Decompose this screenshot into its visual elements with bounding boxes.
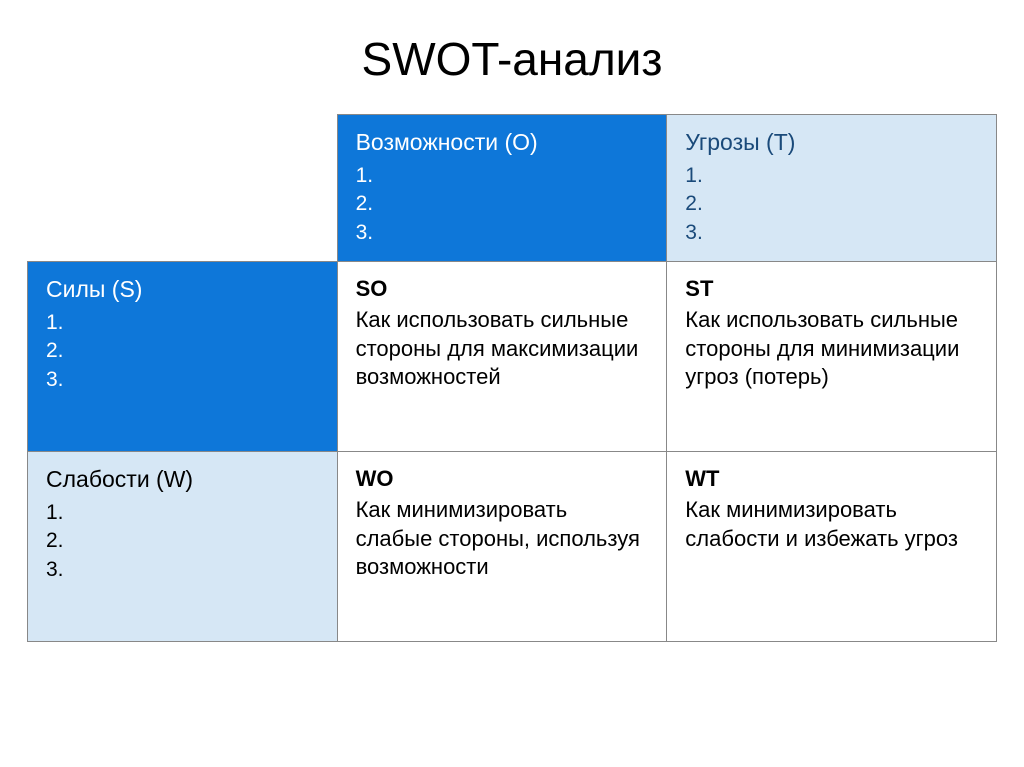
cell-st: ST Как использовать сильные стороны для … (667, 262, 997, 452)
header-threats: Угрозы (T) 1.2.3. (667, 115, 997, 262)
opportunities-label: Возможности (O) (356, 129, 649, 156)
wo-desc: Как минимизировать слабые стороны, испол… (356, 496, 649, 582)
cell-wo: WO Как минимизировать слабые стороны, ис… (337, 452, 667, 642)
weaknesses-label: Слабости (W) (46, 466, 319, 493)
opportunities-nums: 1.2.3. (356, 162, 649, 247)
header-opportunities: Возможности (O) 1.2.3. (337, 115, 667, 262)
strengths-nums: 1.2.3. (46, 309, 319, 394)
wt-code: WT (685, 466, 978, 492)
header-strengths: Силы (S) 1.2.3. (28, 262, 338, 452)
wo-code: WO (356, 466, 649, 492)
cell-so: SO Как использовать сильные стороны для … (337, 262, 667, 452)
so-desc: Как использовать сильные стороны для мак… (356, 306, 649, 392)
empty-corner-cell (28, 115, 338, 262)
header-weaknesses: Слабости (W) 1.2.3. (28, 452, 338, 642)
strengths-label: Силы (S) (46, 276, 319, 303)
page-title: SWOT-анализ (0, 0, 1024, 114)
cell-wt: WT Как минимизировать слабости и избежат… (667, 452, 997, 642)
st-code: ST (685, 276, 978, 302)
weaknesses-nums: 1.2.3. (46, 499, 319, 584)
st-desc: Как использовать сильные стороны для мин… (685, 306, 978, 392)
swot-matrix: Возможности (O) 1.2.3. Угрозы (T) 1.2.3.… (27, 114, 997, 642)
threats-nums: 1.2.3. (685, 162, 978, 247)
wt-desc: Как минимизировать слабости и избежать у… (685, 496, 978, 553)
threats-label: Угрозы (T) (685, 129, 978, 156)
so-code: SO (356, 276, 649, 302)
